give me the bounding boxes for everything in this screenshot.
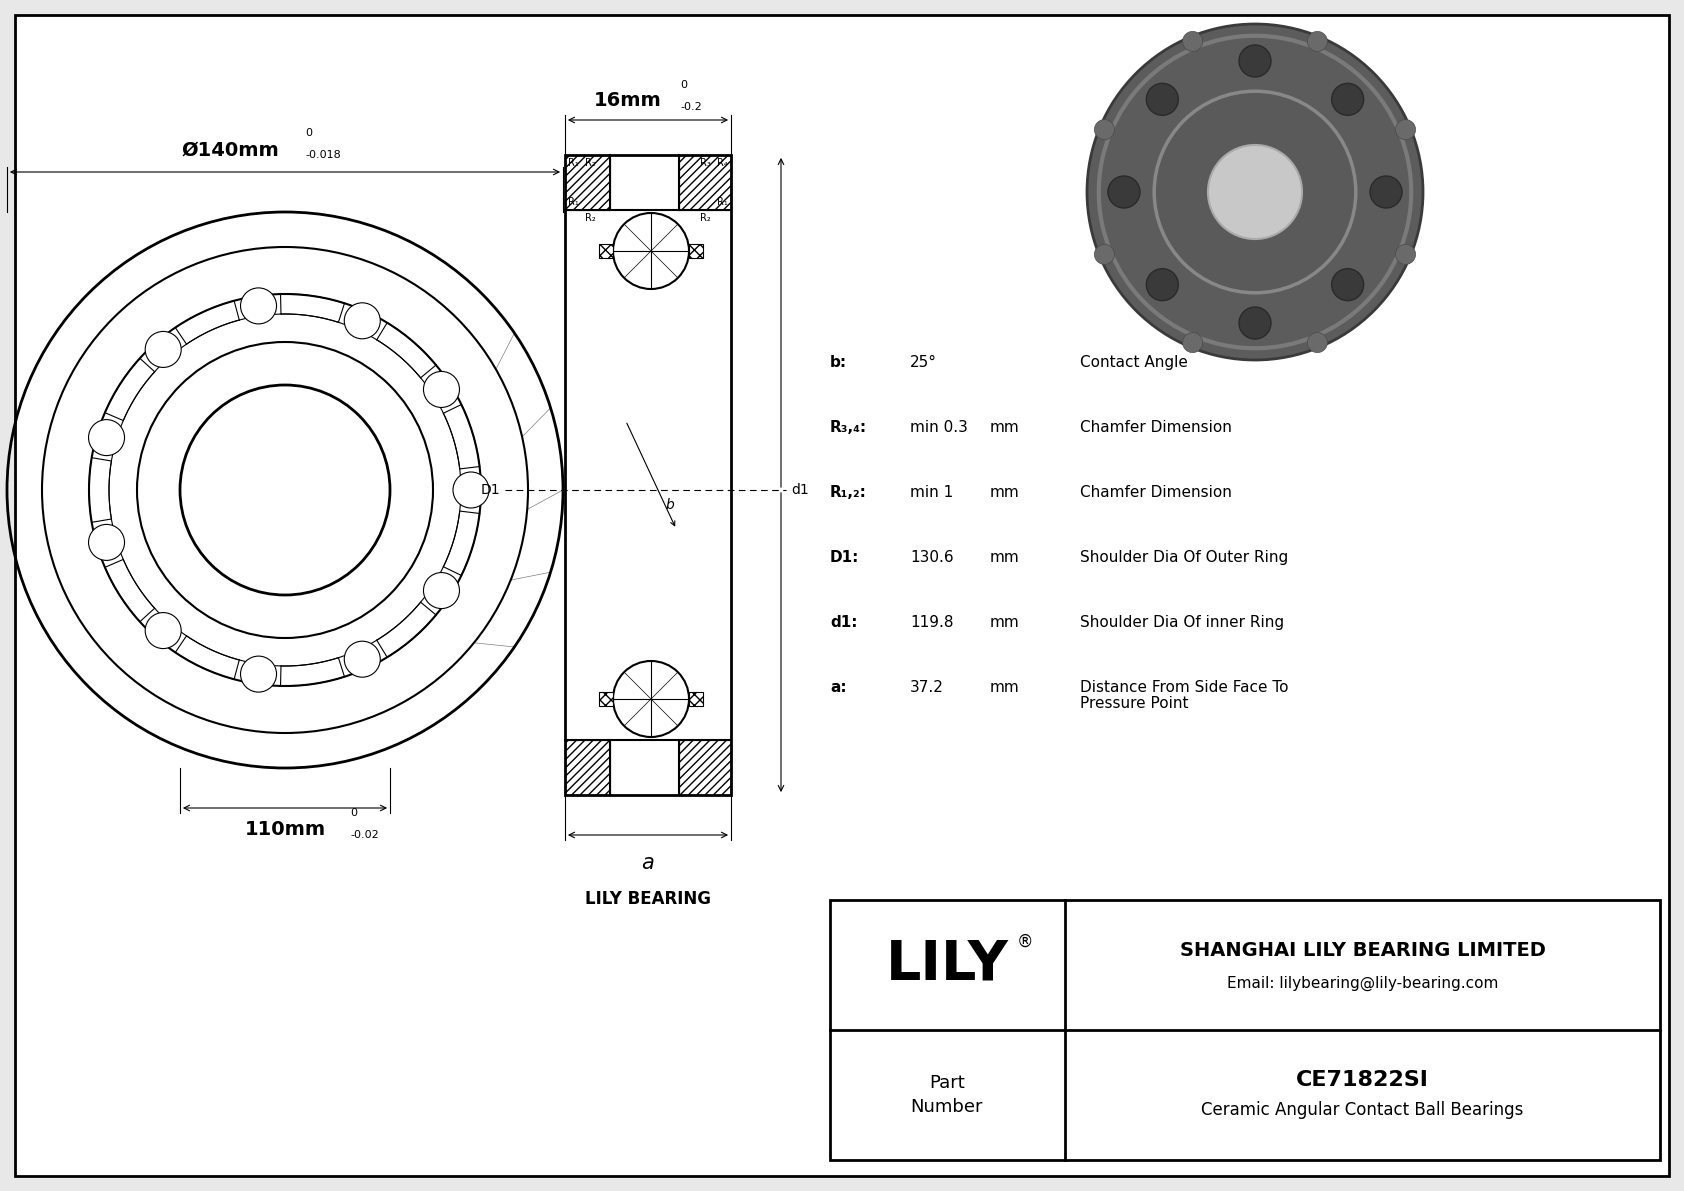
Circle shape [1307, 332, 1327, 353]
Circle shape [1332, 269, 1364, 300]
Bar [689, 244, 702, 258]
Text: Part: Part [930, 1074, 965, 1092]
Text: min 1: min 1 [909, 485, 953, 500]
Text: 119.8: 119.8 [909, 615, 953, 630]
Text: R₁: R₁ [568, 197, 579, 207]
Text: d1: d1 [791, 484, 808, 497]
Text: SHANGHAI LILY BEARING LIMITED: SHANGHAI LILY BEARING LIMITED [1179, 941, 1546, 960]
Circle shape [1154, 92, 1356, 293]
Text: b:: b: [830, 355, 847, 370]
Circle shape [89, 524, 125, 561]
Text: -0.018: -0.018 [305, 150, 340, 160]
Circle shape [613, 213, 689, 289]
Bar [566, 155, 731, 796]
Circle shape [1147, 269, 1179, 300]
Text: a:: a: [830, 680, 847, 696]
Text: Chamfer Dimension: Chamfer Dimension [1079, 420, 1233, 435]
Circle shape [423, 372, 460, 407]
Circle shape [1207, 145, 1302, 239]
Text: R₃: R₃ [701, 158, 711, 168]
Bar [566, 740, 610, 796]
Text: Ceramic Angular Contact Ball Bearings: Ceramic Angular Contact Ball Bearings [1201, 1100, 1524, 1120]
Bar [679, 155, 731, 210]
Text: mm: mm [990, 615, 1021, 630]
Circle shape [1396, 244, 1416, 264]
Text: R₂: R₂ [584, 213, 596, 223]
Text: mm: mm [990, 420, 1021, 435]
Circle shape [344, 303, 381, 338]
Text: D1:: D1: [830, 550, 859, 565]
Circle shape [145, 612, 182, 649]
Circle shape [1095, 119, 1115, 139]
Circle shape [1307, 31, 1327, 51]
Text: 130.6: 130.6 [909, 550, 953, 565]
Text: R₃,₄:: R₃,₄: [830, 420, 867, 435]
Text: R₄: R₄ [717, 158, 727, 168]
Text: 0: 0 [350, 807, 357, 818]
Text: CE71822SI: CE71822SI [1297, 1070, 1430, 1090]
Circle shape [1086, 24, 1423, 360]
Text: 0: 0 [680, 80, 687, 91]
Circle shape [1239, 307, 1271, 339]
Circle shape [613, 661, 689, 737]
Text: mm: mm [990, 680, 1021, 696]
Circle shape [1095, 244, 1115, 264]
Text: b: b [665, 498, 675, 512]
Circle shape [241, 656, 276, 692]
Circle shape [423, 573, 460, 609]
Text: d1:: d1: [830, 615, 857, 630]
Text: R₁,₂:: R₁,₂: [830, 485, 867, 500]
Bar [600, 692, 613, 706]
Circle shape [1396, 119, 1416, 139]
Bar [566, 155, 610, 210]
Circle shape [1182, 332, 1202, 353]
Circle shape [1108, 176, 1140, 208]
Text: Shoulder Dia Of inner Ring: Shoulder Dia Of inner Ring [1079, 615, 1285, 630]
Bar [689, 692, 702, 706]
Circle shape [1332, 83, 1364, 116]
Text: -0.02: -0.02 [350, 830, 379, 840]
Text: Email: lilybearing@lily-bearing.com: Email: lilybearing@lily-bearing.com [1228, 975, 1499, 991]
Text: -0.2: -0.2 [680, 102, 702, 112]
Text: Chamfer Dimension: Chamfer Dimension [1079, 485, 1233, 500]
Text: min 0.3: min 0.3 [909, 420, 968, 435]
Circle shape [1182, 31, 1202, 51]
Bar [830, 900, 1660, 1160]
Text: Shoulder Dia Of Outer Ring: Shoulder Dia Of Outer Ring [1079, 550, 1288, 565]
Text: 25°: 25° [909, 355, 936, 370]
Text: ®: ® [1017, 933, 1034, 950]
Text: D1: D1 [480, 484, 500, 497]
Text: R₁: R₁ [717, 197, 727, 207]
Text: Distance From Side Face To: Distance From Side Face To [1079, 680, 1288, 696]
Text: Number: Number [911, 1098, 983, 1116]
Text: 37.2: 37.2 [909, 680, 943, 696]
Bar [600, 244, 613, 258]
Text: R₁: R₁ [568, 158, 579, 168]
Text: mm: mm [990, 550, 1021, 565]
Text: 16mm: 16mm [594, 91, 662, 110]
Text: a: a [642, 853, 655, 873]
Circle shape [89, 419, 125, 456]
Bar [679, 740, 731, 796]
Circle shape [344, 641, 381, 678]
Text: LILY: LILY [886, 939, 1009, 992]
Text: R₂: R₂ [584, 158, 596, 168]
Text: Contact Angle: Contact Angle [1079, 355, 1187, 370]
Text: Ø140mm: Ø140mm [182, 141, 280, 160]
Circle shape [1239, 45, 1271, 77]
Circle shape [1147, 83, 1179, 116]
Circle shape [1371, 176, 1403, 208]
Text: 110mm: 110mm [244, 819, 325, 838]
Text: 0: 0 [305, 127, 312, 138]
Circle shape [145, 331, 182, 368]
Text: LILY BEARING: LILY BEARING [584, 890, 711, 908]
Circle shape [241, 288, 276, 324]
Text: R₂: R₂ [701, 213, 711, 223]
Text: Pressure Point: Pressure Point [1079, 696, 1189, 711]
Text: mm: mm [990, 485, 1021, 500]
Circle shape [453, 472, 488, 509]
